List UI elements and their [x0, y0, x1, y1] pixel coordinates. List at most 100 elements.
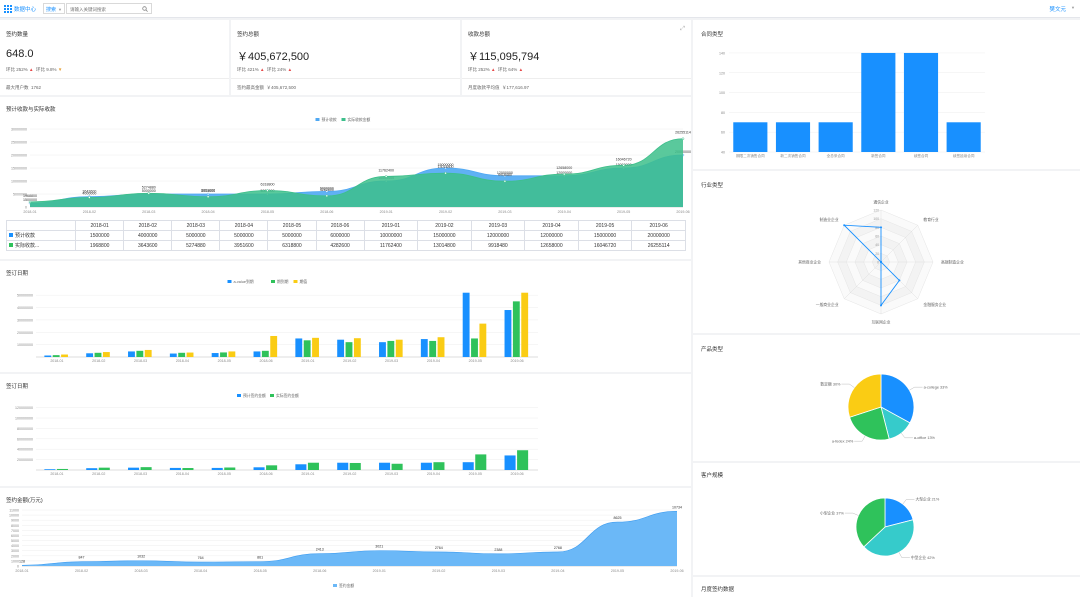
data-label: 15000000: [438, 163, 454, 167]
y-tick-label: 10000: [9, 514, 19, 518]
legend-label: 期到期: [277, 279, 289, 284]
radar-indicator-label: 制造业企业: [820, 217, 839, 222]
x-tick-label: 2018-03: [134, 569, 147, 573]
panel-title: 预计收款与实际收款: [6, 107, 56, 113]
table-cell: 9918480: [470, 240, 526, 251]
industry-panel: 行业类型 通信企业 教育行业 高端制造企业 金融服务企业 互联网企业 一般商业企业 其他商业…: [693, 171, 1080, 333]
x-tick-label: 2019-01: [380, 210, 393, 214]
y-tick-label: 30000000: [17, 318, 33, 322]
radar-tick-label: 60: [875, 235, 879, 239]
radar-tick-label: 20: [875, 252, 879, 256]
pie-slice: [847, 373, 882, 418]
bar: [379, 342, 386, 357]
bar: [295, 338, 303, 357]
table-cell: 6000000: [315, 230, 365, 241]
radar-tick-label: 100: [873, 217, 879, 221]
radar-indicator-label: 互联网企业: [872, 320, 891, 325]
search-input[interactable]: [70, 5, 140, 13]
apps-grid-icon[interactable]: [4, 5, 12, 13]
y-tick-label: 9000: [11, 519, 19, 523]
x-tick-label: 2019-05: [617, 210, 630, 214]
app-title[interactable]: 数据中心: [14, 7, 37, 13]
data-point: [444, 171, 447, 175]
table-header-cell: 2018-05: [267, 220, 317, 231]
y-tick-label: 20000000: [17, 458, 33, 462]
panel-title: 签约金额(万元): [6, 498, 43, 504]
table-header-cell: 2019-02: [417, 220, 472, 231]
x-tick-label: 2019-01: [301, 472, 314, 476]
table-cell: 11762400: [363, 240, 419, 251]
bar: [253, 467, 265, 470]
legend-label: 期值: [300, 279, 308, 284]
user-name[interactable]: 樊文元: [1049, 7, 1066, 13]
kpi-footer: 最大用户数 1762: [0, 78, 229, 97]
bar: [136, 350, 144, 357]
table-header-cell: 2019-03: [470, 220, 526, 231]
radar-indicator-label: 高端制造企业: [941, 260, 964, 265]
user-chevron-icon[interactable]: ▼: [1071, 5, 1075, 10]
pie-leader-line: [854, 435, 866, 442]
panel-title: 合同类型: [701, 32, 724, 38]
radar-point: [880, 261, 882, 263]
bar: [307, 462, 319, 470]
table-cell: 5000000: [219, 230, 269, 241]
data-label: 1968800: [23, 194, 37, 198]
pie-leader-line: [902, 499, 915, 505]
x-tick-label: 2019-03: [385, 359, 398, 363]
legend-label: a-value到期: [234, 279, 254, 284]
y-tick-label: 30000000: [11, 128, 27, 132]
data-point: [325, 190, 329, 193]
legend-swatch: [9, 233, 13, 237]
data-label: 2388: [494, 548, 502, 552]
x-tick-label: 2019-03: [492, 569, 505, 573]
table-cell: 4282600: [315, 240, 365, 251]
y-tick-label: 5000000: [13, 193, 27, 197]
series-area-actual: [30, 138, 683, 207]
table-cell: 16046720: [577, 240, 633, 251]
bar: [479, 323, 487, 357]
expand-icon[interactable]: ⤢: [680, 26, 685, 32]
customer-panel: 客户规模 大型企业 21% 中型企业 42% 小型企业 37%: [693, 463, 1080, 575]
x-tick-label: 续签延续合同: [953, 153, 975, 158]
bar: [353, 338, 361, 357]
filter-select[interactable]: 搜索 ▼: [43, 3, 65, 14]
bar: [775, 122, 811, 152]
data-label: 3951600: [201, 189, 215, 193]
y-tick-label: 60: [721, 131, 725, 135]
data-point: [622, 164, 625, 167]
search-box[interactable]: [66, 3, 152, 14]
pie-leader-line: [901, 432, 913, 439]
sign-date-panel-1: 签订日期 10000000 20000000 30000000 40000000 500…: [0, 261, 691, 372]
bar: [504, 310, 512, 357]
search-icon[interactable]: [142, 6, 148, 12]
data-label: 10734: [672, 505, 682, 509]
x-tick-label: 2019-01: [301, 359, 314, 363]
y-tick-label: 5000: [11, 539, 19, 543]
kpi-card-received: 收款总额 ⤢ ￥115,095,794 环比 252% ▲ 环比 64% ▲ 月…: [462, 20, 691, 95]
table-cell: 6318800: [267, 240, 317, 251]
filter-select-value: 搜索: [46, 7, 57, 13]
table-header-cell: 2019-05: [577, 220, 633, 231]
bar: [228, 351, 236, 357]
panel-title: 产品类型: [701, 347, 724, 353]
series-line: [21, 511, 678, 566]
y-tick-label: 8000: [11, 524, 19, 528]
bar: [471, 338, 478, 357]
x-tick-label: 2018-05: [254, 569, 267, 573]
kpi-value: ￥405,672,500: [237, 51, 310, 63]
table-cell: 26255114: [631, 240, 686, 251]
legend-swatch: [237, 394, 241, 397]
x-tick-label: 2018-06: [320, 210, 333, 214]
y-tick-label: 10000000: [11, 180, 27, 184]
bar: [437, 337, 445, 357]
x-tick-label: 2018-01: [50, 359, 63, 363]
bar: [861, 52, 896, 153]
x-tick-label: 2019-02: [343, 359, 356, 363]
y-tick-label: 4000: [11, 544, 19, 548]
radar-indicator-label: 通信企业: [873, 200, 888, 205]
pie-slice: [849, 406, 890, 441]
x-tick-label: 2019-06: [676, 210, 689, 214]
data-label: 5000000: [201, 189, 215, 193]
bar: [128, 467, 140, 470]
legend-label: 预计收款: [322, 117, 337, 122]
